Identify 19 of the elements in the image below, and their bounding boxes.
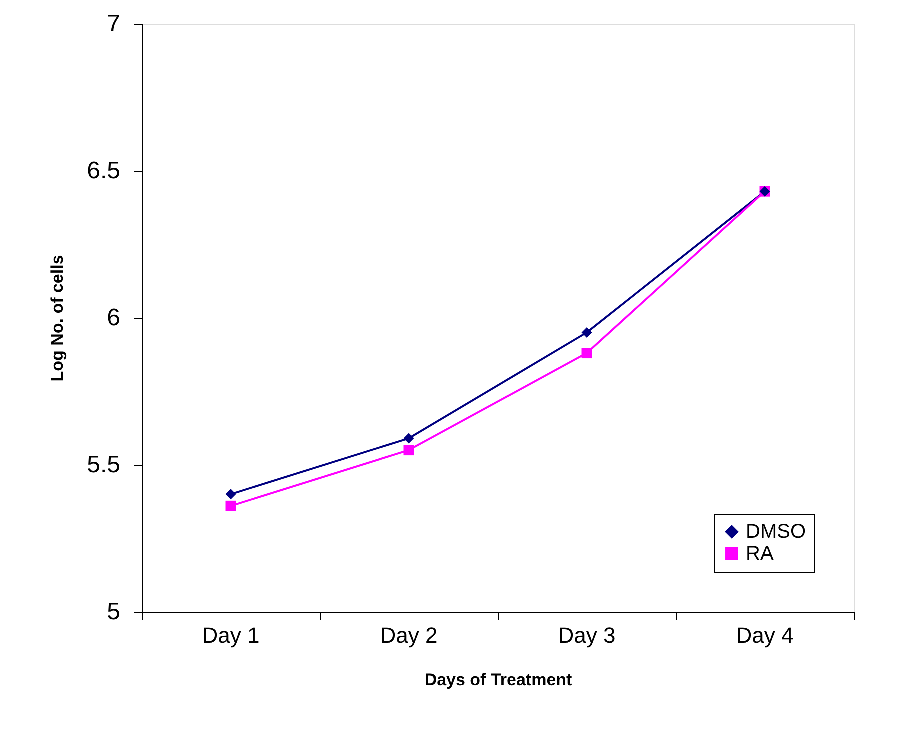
x-axis-title: Days of Treatment xyxy=(424,670,573,690)
legend-label: DMSO xyxy=(746,521,806,543)
x-tick-label: Day 1 xyxy=(202,623,260,648)
x-tick-label: Day 3 xyxy=(558,623,616,648)
point xyxy=(404,445,414,456)
point xyxy=(582,327,592,338)
y-tick-label: 5 xyxy=(107,598,120,626)
y-axis-title: Log No. of cells xyxy=(48,255,68,382)
x-tick-label: Day 4 xyxy=(736,623,794,648)
point xyxy=(226,489,236,500)
y-tick-label: 6.5 xyxy=(87,158,120,184)
y-tick-label: 5.5 xyxy=(87,452,120,478)
point xyxy=(582,348,592,359)
legend-label: RA xyxy=(746,543,774,565)
y-tick-label: 7 xyxy=(107,10,120,38)
x-tick-label: Day 2 xyxy=(380,623,438,648)
y-tick-label: 6 xyxy=(107,304,120,332)
point xyxy=(226,500,236,512)
point xyxy=(404,433,414,444)
